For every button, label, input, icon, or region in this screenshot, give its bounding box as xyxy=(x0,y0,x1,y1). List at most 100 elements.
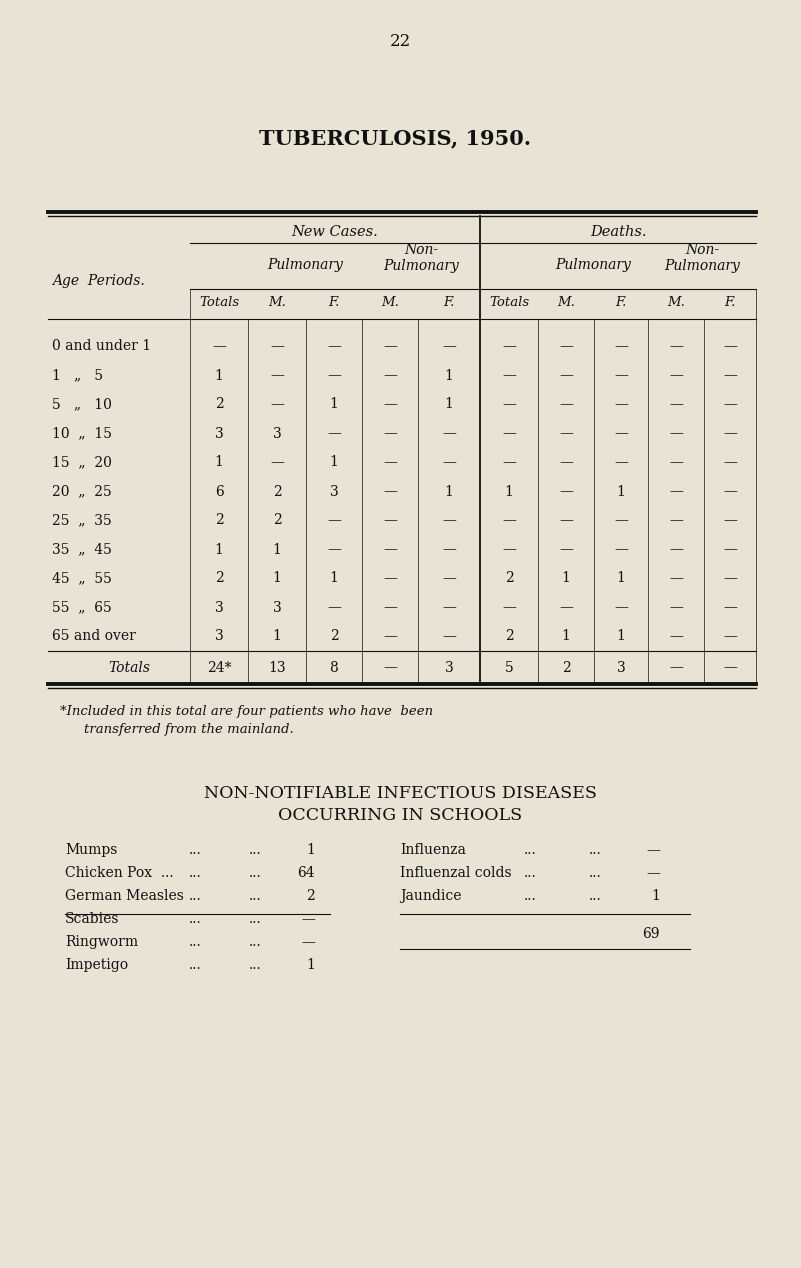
Text: 1: 1 xyxy=(272,572,281,586)
Text: 1: 1 xyxy=(329,572,339,586)
Text: —: — xyxy=(559,369,573,383)
Text: —: — xyxy=(502,340,516,354)
Text: 65 and over: 65 and over xyxy=(52,629,136,643)
Text: —: — xyxy=(723,369,737,383)
Text: ...: ... xyxy=(188,912,201,926)
Text: —: — xyxy=(442,340,456,354)
Text: 1: 1 xyxy=(215,455,223,469)
Text: ...: ... xyxy=(188,889,201,903)
Text: 2: 2 xyxy=(330,629,338,643)
Text: M.: M. xyxy=(667,295,685,308)
Text: Totals: Totals xyxy=(489,295,529,308)
Text: 1: 1 xyxy=(272,543,281,557)
Text: ...: ... xyxy=(248,912,261,926)
Text: F.: F. xyxy=(443,295,455,308)
Text: 15  „  20: 15 „ 20 xyxy=(52,455,112,469)
Text: 3: 3 xyxy=(272,426,281,440)
Text: —: — xyxy=(327,601,341,615)
Text: —: — xyxy=(669,601,683,615)
Text: —: — xyxy=(301,935,315,948)
Text: —: — xyxy=(669,340,683,354)
Text: 1: 1 xyxy=(562,629,570,643)
Text: —: — xyxy=(723,601,737,615)
Text: —: — xyxy=(270,340,284,354)
Text: —: — xyxy=(442,572,456,586)
Text: 1: 1 xyxy=(215,369,223,383)
Text: 6: 6 xyxy=(215,484,223,498)
Text: —: — xyxy=(502,369,516,383)
Text: 25  „  35: 25 „ 35 xyxy=(52,514,112,527)
Text: Totals: Totals xyxy=(108,661,150,675)
Text: ...: ... xyxy=(188,866,201,880)
Text: 2: 2 xyxy=(215,514,223,527)
Text: —: — xyxy=(502,601,516,615)
Text: —: — xyxy=(327,369,341,383)
Text: *Included in this total are four patients who have  been: *Included in this total are four patient… xyxy=(60,705,433,719)
Text: Ringworm: Ringworm xyxy=(65,935,138,948)
Text: ...: ... xyxy=(524,866,537,880)
Text: —: — xyxy=(614,514,628,527)
Text: —: — xyxy=(646,843,660,857)
Text: 1: 1 xyxy=(306,843,315,857)
Text: —: — xyxy=(559,543,573,557)
Text: 8: 8 xyxy=(330,661,338,675)
Text: —: — xyxy=(614,426,628,440)
Text: 35  „  45: 35 „ 45 xyxy=(52,543,112,557)
Text: 1: 1 xyxy=(306,959,315,973)
Text: —: — xyxy=(669,543,683,557)
Text: —: — xyxy=(559,601,573,615)
Text: —: — xyxy=(327,426,341,440)
Text: —: — xyxy=(383,369,397,383)
Text: 2: 2 xyxy=(505,572,513,586)
Text: —: — xyxy=(723,543,737,557)
Text: ...: ... xyxy=(248,843,261,857)
Text: —: — xyxy=(723,661,737,675)
Text: M.: M. xyxy=(557,295,575,308)
Text: —: — xyxy=(559,426,573,440)
Text: OCCURRING IN SCHOOLS: OCCURRING IN SCHOOLS xyxy=(278,808,522,824)
Text: —: — xyxy=(559,455,573,469)
Text: Deaths.: Deaths. xyxy=(590,224,646,238)
Text: —: — xyxy=(383,340,397,354)
Text: —: — xyxy=(442,629,456,643)
Text: —: — xyxy=(669,455,683,469)
Text: Chicken Pox  ...: Chicken Pox ... xyxy=(65,866,174,880)
Text: —: — xyxy=(383,572,397,586)
Text: 1   „   5: 1 „ 5 xyxy=(52,369,103,383)
Text: —: — xyxy=(614,369,628,383)
Text: 2: 2 xyxy=(306,889,315,903)
Text: —: — xyxy=(327,543,341,557)
Text: 3: 3 xyxy=(272,601,281,615)
Text: —: — xyxy=(646,866,660,880)
Text: —: — xyxy=(723,514,737,527)
Text: Non-
Pulmonary: Non- Pulmonary xyxy=(383,242,459,274)
Text: —: — xyxy=(559,340,573,354)
Text: —: — xyxy=(559,484,573,498)
Text: 3: 3 xyxy=(617,661,626,675)
Text: 1: 1 xyxy=(562,572,570,586)
Text: —: — xyxy=(669,629,683,643)
Text: ...: ... xyxy=(188,843,201,857)
Text: Non-
Pulmonary: Non- Pulmonary xyxy=(664,242,740,274)
Text: 2: 2 xyxy=(215,572,223,586)
Text: 3: 3 xyxy=(215,601,223,615)
Text: ...: ... xyxy=(248,959,261,973)
Text: 10  „  15: 10 „ 15 xyxy=(52,426,112,440)
Text: ...: ... xyxy=(589,866,602,880)
Text: Age  Periods.: Age Periods. xyxy=(52,274,145,288)
Text: —: — xyxy=(669,369,683,383)
Text: 1: 1 xyxy=(617,572,626,586)
Text: —: — xyxy=(270,369,284,383)
Text: 3: 3 xyxy=(215,629,223,643)
Text: ...: ... xyxy=(589,889,602,903)
Text: —: — xyxy=(327,514,341,527)
Text: —: — xyxy=(442,455,456,469)
Text: —: — xyxy=(383,455,397,469)
Text: —: — xyxy=(301,912,315,926)
Text: 2: 2 xyxy=(272,514,281,527)
Text: 45  „  55: 45 „ 55 xyxy=(52,572,112,586)
Text: —: — xyxy=(559,397,573,412)
Text: —: — xyxy=(212,340,226,354)
Text: —: — xyxy=(383,426,397,440)
Text: —: — xyxy=(383,514,397,527)
